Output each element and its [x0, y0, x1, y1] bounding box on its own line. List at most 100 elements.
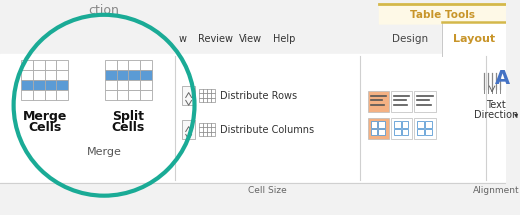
Bar — [425, 121, 432, 128]
Bar — [368, 91, 389, 112]
Bar — [401, 129, 408, 135]
Bar — [207, 132, 211, 136]
Bar — [140, 80, 152, 90]
Bar — [414, 118, 436, 139]
Bar — [56, 90, 68, 100]
Bar — [203, 132, 207, 136]
Bar — [379, 3, 505, 25]
Bar — [199, 123, 203, 127]
Bar — [33, 60, 45, 70]
Bar — [33, 80, 45, 90]
Bar — [443, 22, 505, 56]
Bar — [414, 91, 436, 112]
Bar — [56, 70, 68, 80]
Bar — [21, 60, 33, 70]
Bar — [116, 90, 128, 100]
Bar — [105, 80, 116, 90]
Bar — [203, 93, 207, 98]
Bar — [378, 129, 385, 135]
Bar — [128, 80, 140, 90]
Bar — [0, 54, 505, 190]
Bar — [207, 98, 211, 102]
Bar — [199, 89, 203, 93]
Bar — [211, 127, 215, 132]
Bar — [56, 80, 68, 90]
Bar — [45, 90, 56, 100]
Bar — [401, 121, 408, 128]
Text: Merge: Merge — [22, 111, 67, 123]
Bar — [105, 90, 116, 100]
Bar — [45, 60, 56, 70]
Bar — [211, 93, 215, 98]
Bar — [116, 70, 128, 80]
Bar — [199, 127, 203, 132]
Text: ▾: ▾ — [514, 111, 518, 120]
Bar — [199, 98, 203, 102]
Bar — [368, 118, 389, 139]
Text: Distribute Columns: Distribute Columns — [220, 124, 314, 135]
Bar — [140, 90, 152, 100]
Text: Help: Help — [273, 34, 295, 44]
Bar — [45, 80, 56, 90]
Bar — [105, 60, 116, 70]
Bar — [56, 60, 68, 70]
Bar — [116, 80, 128, 90]
Bar — [378, 121, 385, 128]
Text: Table Tools: Table Tools — [410, 10, 475, 20]
Bar — [417, 121, 424, 128]
Bar — [371, 129, 378, 135]
Bar — [203, 98, 207, 102]
Text: Alignment: Alignment — [473, 186, 519, 195]
Text: Text: Text — [486, 100, 506, 110]
Bar — [0, 183, 505, 212]
Bar — [207, 89, 211, 93]
Bar — [211, 123, 215, 127]
Bar — [0, 25, 505, 54]
Bar — [140, 60, 152, 70]
Bar — [116, 60, 128, 70]
Bar — [182, 120, 196, 139]
Bar — [394, 129, 401, 135]
Text: View: View — [239, 34, 263, 44]
Bar — [199, 132, 203, 136]
Bar — [33, 90, 45, 100]
Bar — [207, 123, 211, 127]
Text: Split: Split — [112, 111, 145, 123]
Bar — [211, 98, 215, 102]
Bar — [391, 91, 412, 112]
Text: Cell Size: Cell Size — [248, 186, 287, 195]
Bar — [207, 127, 211, 132]
Bar — [211, 132, 215, 136]
Bar — [105, 70, 116, 80]
Text: Distribute Rows: Distribute Rows — [220, 91, 297, 101]
Bar — [128, 70, 140, 80]
Bar — [199, 93, 203, 98]
Bar — [203, 123, 207, 127]
Text: Layout: Layout — [452, 34, 495, 44]
Bar — [379, 25, 443, 54]
Bar — [128, 90, 140, 100]
Bar — [417, 129, 424, 135]
Bar — [391, 118, 412, 139]
Text: Cells: Cells — [112, 121, 145, 134]
Text: A: A — [495, 69, 510, 89]
Text: Review: Review — [199, 34, 233, 44]
Text: Design: Design — [392, 34, 428, 44]
Text: Direction: Direction — [474, 110, 518, 120]
Bar — [21, 80, 33, 90]
Text: ction: ction — [88, 5, 120, 17]
Text: Merge: Merge — [87, 147, 122, 157]
Bar — [140, 70, 152, 80]
Bar — [128, 60, 140, 70]
Bar — [182, 86, 196, 105]
Bar — [203, 89, 207, 93]
Bar — [33, 70, 45, 80]
Bar — [21, 90, 33, 100]
Bar — [425, 129, 432, 135]
Bar — [211, 89, 215, 93]
Bar — [45, 70, 56, 80]
Bar — [207, 93, 211, 98]
Text: w: w — [179, 34, 187, 44]
Bar — [203, 127, 207, 132]
Bar — [371, 121, 378, 128]
